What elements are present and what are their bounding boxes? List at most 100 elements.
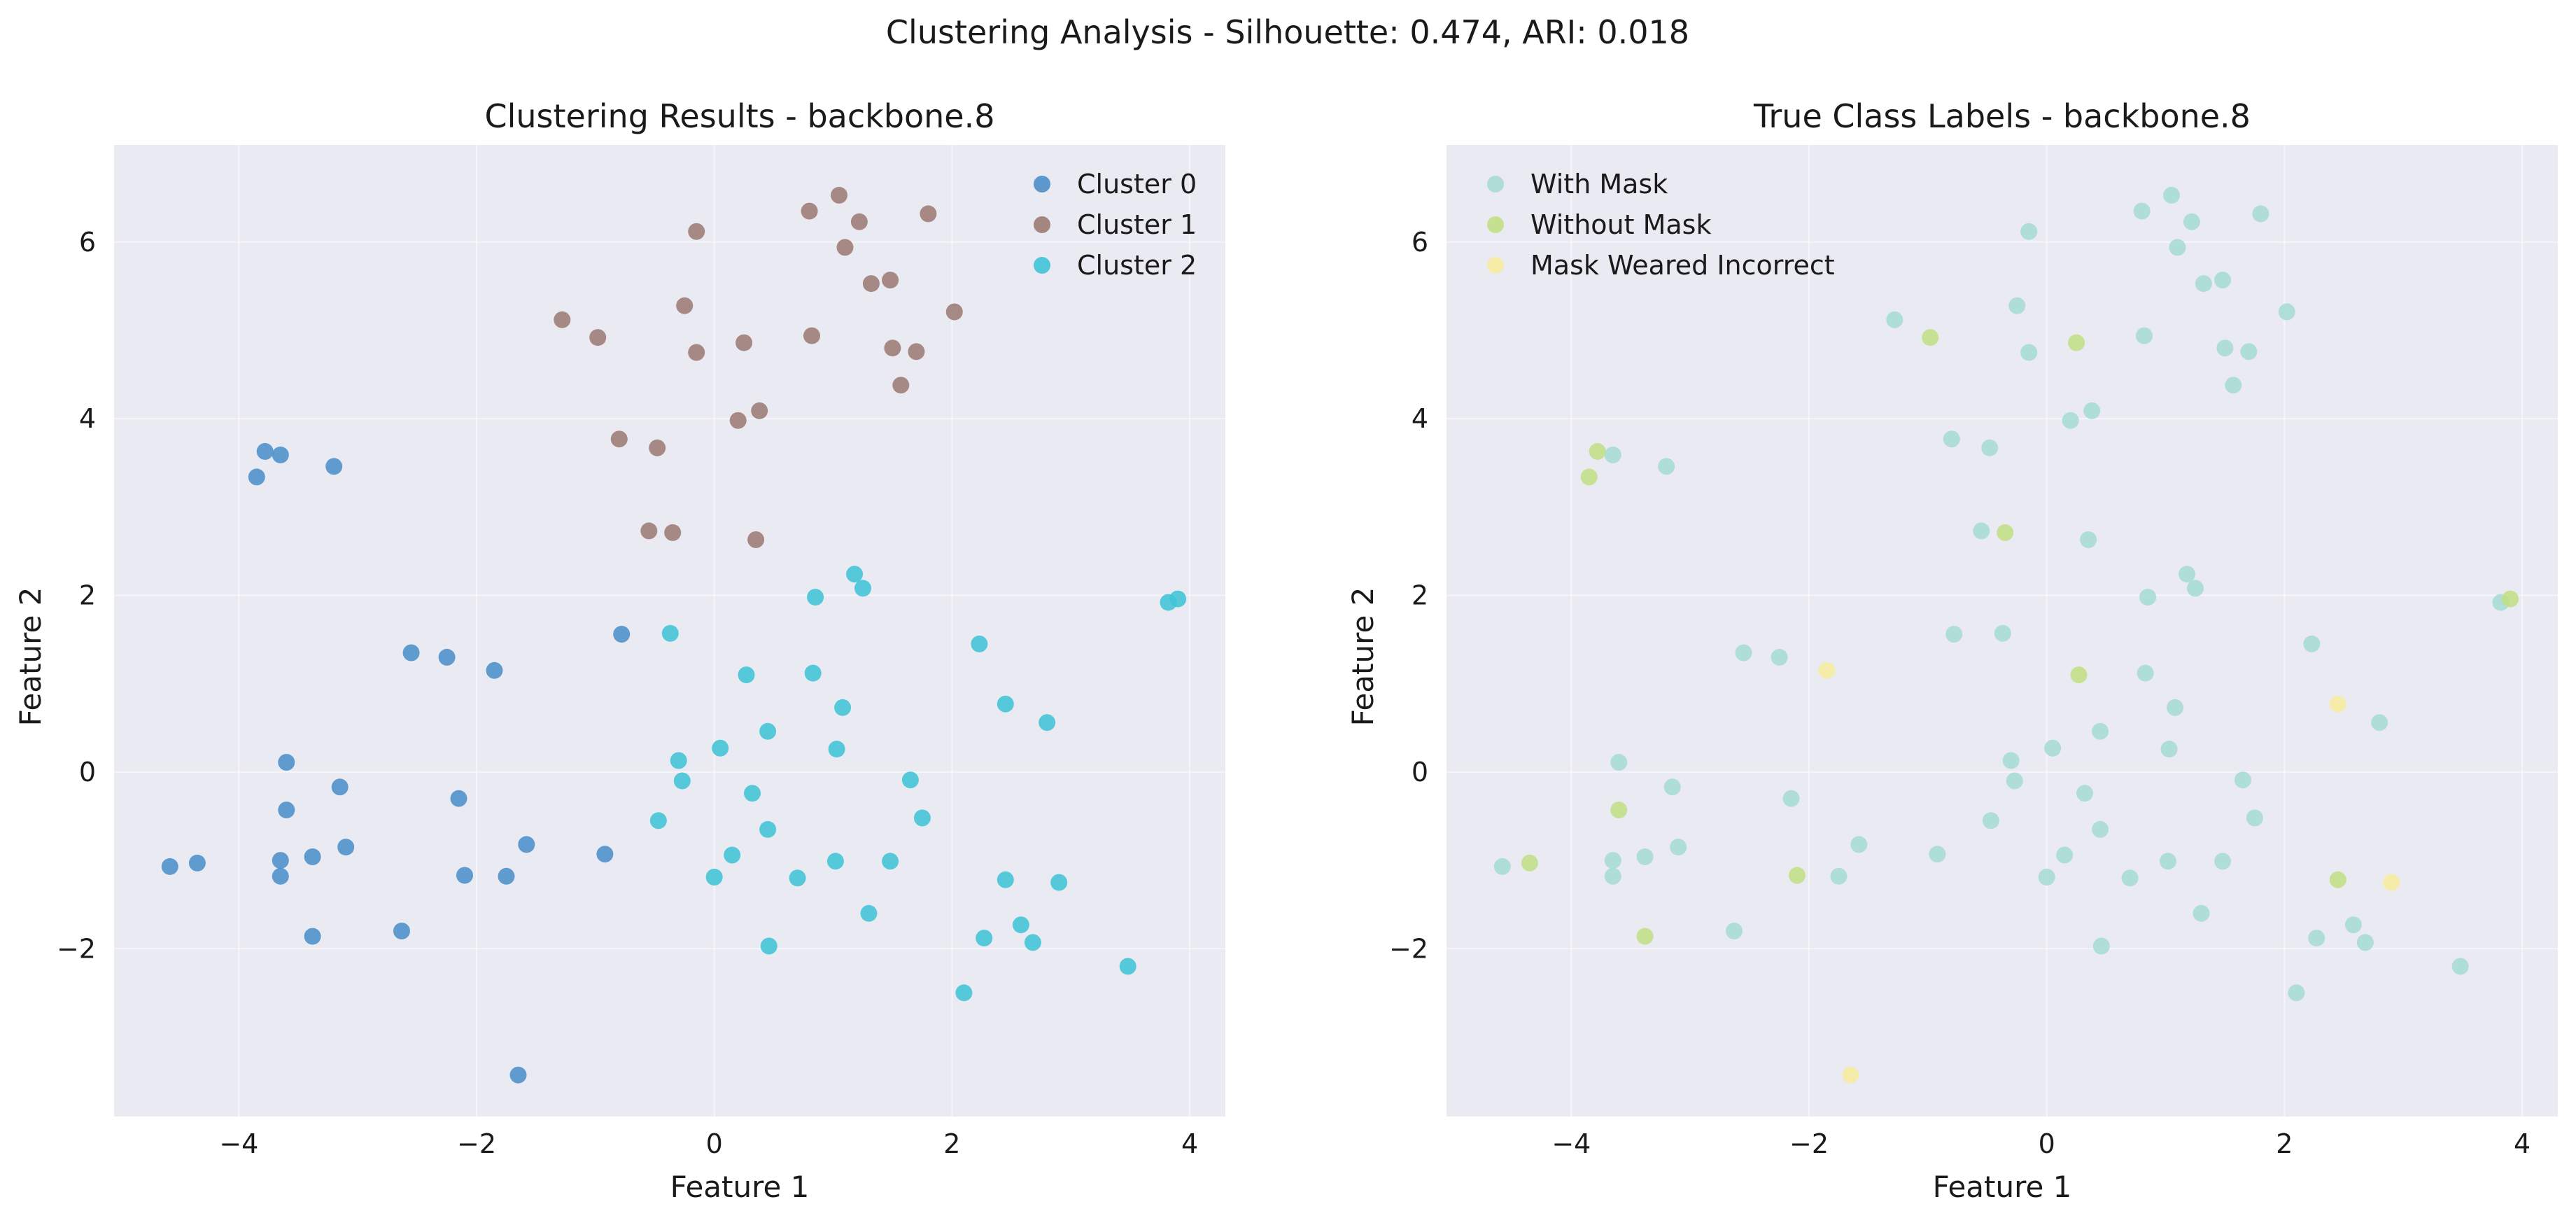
clustering-results-point-cluster-1	[884, 340, 901, 357]
true-class-labels-point-with-mask	[1850, 836, 1868, 853]
true-class-labels-ytick-label: 2	[1412, 580, 1428, 611]
true-class-labels-point-with-mask	[2062, 412, 2079, 429]
true-class-labels-point-with-mask	[2344, 916, 2362, 934]
clustering-results-point-cluster-2	[854, 580, 871, 597]
true-class-labels-point-without-mask	[1636, 927, 1654, 945]
clustering-results-point-cluster-0	[272, 867, 289, 885]
true-class-labels-point-with-mask	[1886, 311, 1903, 328]
clustering-results-point-cluster-2	[971, 635, 988, 652]
clustering-results-point-cluster-2	[744, 785, 761, 802]
clustering-results-point-cluster-1	[676, 297, 694, 314]
true-class-labels-point-with-mask	[2451, 958, 2469, 975]
clustering-results-point-cluster-1	[688, 223, 705, 240]
clustering-results-legend-marker	[1034, 216, 1050, 233]
clustering-results-series-cluster-0	[161, 442, 631, 1084]
true-class-labels-legend-marker	[1487, 216, 1504, 233]
true-class-labels-point-with-mask	[2121, 869, 2139, 887]
true-class-labels-point-mask-weared-incorrect	[2383, 874, 2400, 891]
clustering-results-point-cluster-0	[613, 626, 631, 643]
true-class-labels-series-with-mask	[1493, 186, 2510, 1002]
clustering-results-point-cluster-1	[908, 343, 925, 360]
clustering-results-point-cluster-2	[759, 820, 777, 838]
true-class-labels-point-without-mask	[1922, 329, 1939, 346]
clustering-results-point-cluster-2	[760, 937, 777, 955]
clustering-results-point-cluster-0	[278, 754, 295, 771]
true-class-labels-point-with-mask	[1726, 923, 1743, 939]
clustering-results-point-cluster-2	[1024, 934, 1041, 951]
true-class-labels-point-with-mask	[1982, 812, 1999, 830]
true-class-labels-point-with-mask	[2006, 772, 2023, 790]
true-class-labels-point-with-mask	[2214, 272, 2232, 289]
true-class-labels-point-mask-weared-incorrect	[2329, 695, 2346, 713]
clustering-results-legend-marker	[1034, 257, 1050, 274]
true-class-labels-xtick-label: 4	[2514, 1128, 2531, 1159]
true-class-labels-legend-label: Mask Weared Incorrect	[1530, 250, 1835, 281]
true-class-labels-point-without-mask	[1521, 854, 1538, 872]
figure-suptitle: Clustering Analysis - Silhouette: 0.474,…	[886, 13, 1689, 51]
true-class-labels-point-with-mask	[2076, 785, 2093, 802]
true-class-labels-point-with-mask	[2056, 846, 2074, 864]
clustering-results-point-cluster-2	[1119, 958, 1136, 975]
true-class-labels-point-with-mask	[2214, 853, 2232, 870]
true-class-labels-point-without-mask	[1589, 442, 1606, 460]
clustering-results-ytick-label: −2	[57, 933, 96, 964]
clustering-results-point-cluster-1	[882, 272, 899, 289]
true-class-labels-point-with-mask	[2080, 531, 2097, 548]
clustering-results-point-cluster-0	[518, 836, 535, 853]
true-class-labels-point-with-mask	[1610, 754, 1628, 771]
true-class-labels-ytick-label: 4	[1412, 403, 1428, 434]
clustering-results-point-cluster-1	[831, 186, 847, 204]
true-class-labels-point-with-mask	[1604, 852, 1621, 869]
clustering-results-panel: Clustering Results - backbone.8 Feature …	[13, 97, 1225, 1204]
clustering-results-point-cluster-2	[1169, 590, 1187, 608]
true-class-labels-point-with-mask	[1830, 867, 1847, 885]
clustering-results-point-cluster-0	[188, 854, 206, 872]
clustering-results-point-cluster-2	[913, 809, 931, 827]
true-class-labels-point-with-mask	[1604, 867, 1621, 885]
clustering-results-point-cluster-1	[751, 402, 768, 419]
clustering-results-xtick-label: −4	[219, 1128, 258, 1159]
clustering-results-point-cluster-1	[589, 329, 607, 346]
true-class-labels-legend-marker	[1487, 176, 1504, 192]
clustering-results-point-cluster-0	[325, 458, 343, 475]
clustering-results-point-cluster-1	[803, 327, 820, 344]
true-class-labels-point-with-mask	[1604, 446, 1621, 463]
clustering-results-point-cluster-0	[486, 662, 503, 679]
clustering-results-legend-label: Cluster 2	[1077, 250, 1197, 281]
clustering-results-point-cluster-2	[901, 771, 919, 789]
clustering-results-point-cluster-1	[801, 202, 818, 220]
true-class-labels-xtick-label: −4	[1551, 1128, 1591, 1159]
clustering-results-ytick-label: 0	[79, 757, 96, 788]
clustering-results-point-cluster-1	[945, 303, 963, 321]
true-class-labels-point-with-mask	[1782, 790, 1800, 807]
clustering-results-point-cluster-2	[759, 722, 777, 740]
true-class-labels-point-with-mask	[1945, 626, 1963, 643]
true-class-labels-point-with-mask	[2137, 664, 2154, 682]
clustering-results-point-cluster-0	[304, 848, 321, 865]
true-class-labels-point-with-mask	[2288, 984, 2305, 1002]
true-class-labels-ytick-label: 6	[1412, 227, 1428, 258]
true-class-labels-point-with-mask	[1670, 839, 1687, 856]
clustering-results-point-cluster-0	[438, 648, 456, 666]
clustering-results-point-cluster-0	[596, 846, 614, 863]
true-class-labels-series-without-mask	[1521, 329, 2519, 945]
true-class-labels-point-with-mask	[2133, 202, 2151, 220]
clustering-results-legend-label: Cluster 1	[1077, 209, 1197, 240]
true-class-labels-point-with-mask	[2246, 809, 2263, 827]
clustering-results-point-cluster-2	[882, 853, 899, 870]
clustering-results-xtick-label: 4	[1181, 1128, 1198, 1159]
clustering-results-point-cluster-2	[807, 589, 824, 606]
clustering-results-point-cluster-2	[673, 772, 691, 790]
clustering-results-xlabel: Feature 1	[670, 1170, 810, 1204]
true-class-labels-point-with-mask	[2278, 303, 2295, 321]
clustering-results-point-cluster-1	[862, 275, 880, 293]
clustering-results-point-cluster-1	[664, 524, 682, 541]
clustering-results-xtick-label: −2	[457, 1128, 496, 1159]
true-class-labels-point-with-mask	[1994, 624, 2011, 642]
true-class-labels-point-with-mask	[2038, 869, 2055, 886]
clustering-results-point-cluster-2	[789, 869, 806, 887]
clustering-results-point-cluster-0	[256, 442, 274, 460]
true-class-labels-point-without-mask	[2070, 666, 2088, 684]
clustering-results-point-cluster-1	[640, 522, 658, 540]
